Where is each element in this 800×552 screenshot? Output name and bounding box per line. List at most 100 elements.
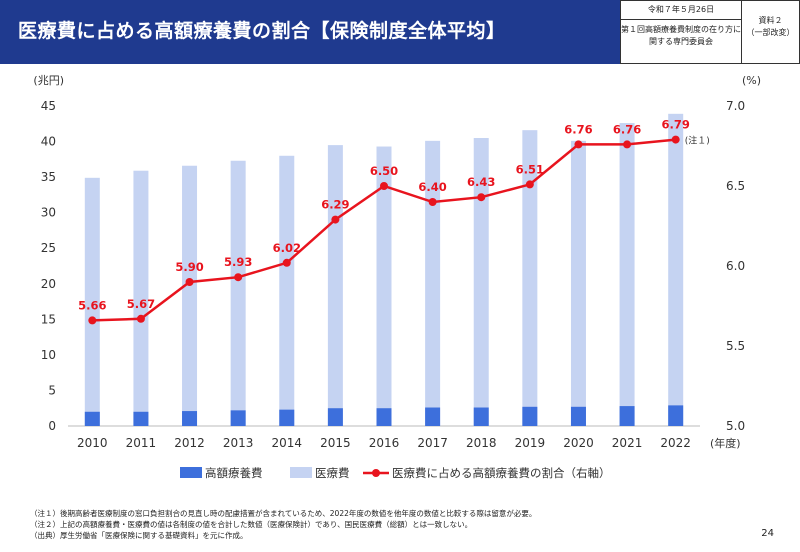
left-tick-label: 45 bbox=[41, 99, 56, 113]
bar-high-cost bbox=[327, 408, 343, 426]
ratio-data-label: 6.51 bbox=[516, 162, 544, 176]
page-number: 24 bbox=[761, 528, 774, 539]
bar-medical-cost bbox=[473, 138, 489, 426]
ratio-point bbox=[234, 273, 243, 282]
x-tick-label: 2019 bbox=[515, 436, 546, 450]
ratio-data-label: 6.79 bbox=[662, 118, 690, 132]
bar-high-cost bbox=[619, 406, 635, 426]
ratio-data-label: 6.29 bbox=[321, 198, 349, 212]
bar-medical-cost bbox=[327, 145, 343, 426]
ratio-point bbox=[671, 135, 680, 144]
ratio-point bbox=[136, 314, 145, 323]
ratio-data-label: 6.43 bbox=[467, 175, 495, 189]
legend-marker-ratio bbox=[372, 469, 380, 477]
bar-medical-cost bbox=[84, 177, 100, 426]
ratio-point bbox=[331, 215, 340, 224]
left-tick-label: 5 bbox=[48, 383, 56, 397]
right-tick-label: 5.5 bbox=[726, 339, 745, 353]
bar-medical-cost bbox=[376, 146, 392, 426]
left-tick-label: 25 bbox=[41, 241, 56, 255]
left-tick-label: 10 bbox=[41, 348, 56, 362]
x-tick-label: 2022 bbox=[660, 436, 691, 450]
meta-box: 令和７年５月26日 第１回高額療養費制度の在り方に関する専門委員会 資料２ （一… bbox=[620, 0, 800, 64]
bar-medical-cost bbox=[279, 155, 295, 426]
legend-swatch-high-cost bbox=[180, 467, 202, 478]
bar-medical-cost bbox=[522, 130, 538, 426]
ratio-data-label: 5.66 bbox=[78, 298, 106, 312]
legend-swatch-medical-cost bbox=[290, 467, 312, 478]
notes: （注１）後期高齢者医療制度の窓口負担割合の見直し時の配慮措置が含まれているため、… bbox=[30, 508, 536, 541]
bar-high-cost bbox=[230, 410, 246, 426]
note-source: （出典）厚生労働省「医療保険に関する基礎資料」を元に作成。 bbox=[30, 531, 248, 540]
x-tick-label: 2012 bbox=[174, 436, 205, 450]
legend-label-high-cost: 高額療養費 bbox=[205, 466, 263, 480]
right-axis-unit: (%) bbox=[742, 74, 761, 87]
bar-medical-cost bbox=[619, 123, 635, 427]
legend-label-medical-cost: 医療費 bbox=[315, 466, 350, 480]
ratio-point bbox=[88, 316, 97, 325]
doc-sub: （一部改変） bbox=[746, 28, 795, 37]
right-tick-label: 7.0 bbox=[726, 99, 745, 113]
header-bar: 医療費に占める高額療養費の割合【保険制度全体平均】 令和７年５月26日 第１回高… bbox=[0, 0, 800, 64]
bar-high-cost bbox=[522, 406, 538, 426]
ratio-point bbox=[185, 278, 194, 286]
bar-high-cost bbox=[668, 405, 684, 426]
ratio-point bbox=[525, 180, 534, 189]
left-tick-label: 15 bbox=[41, 312, 56, 326]
bar-high-cost bbox=[133, 411, 149, 426]
ratio-data-label: 6.50 bbox=[370, 164, 398, 178]
left-tick-label: 35 bbox=[41, 170, 56, 184]
bar-medical-cost bbox=[182, 165, 198, 426]
note-1: （注１）後期高齢者医療制度の窓口負担割合の見直し時の配慮措置が含まれているため、… bbox=[30, 509, 537, 518]
ratio-data-label: 6.76 bbox=[564, 122, 592, 136]
ratio-data-label: 5.93 bbox=[224, 255, 252, 269]
page-title: 医療費に占める高額療養費の割合【保険制度全体平均】 bbox=[18, 20, 506, 42]
meta-right: 資料２ （一部改変） bbox=[742, 0, 800, 64]
doc-label: 資料２ bbox=[758, 16, 783, 25]
legend-label-ratio: 医療費に占める高額療養費の割合（右軸） bbox=[392, 466, 611, 480]
ratio-point bbox=[574, 140, 583, 149]
x-tick-label: 2016 bbox=[369, 436, 400, 450]
x-tick-label: 2020 bbox=[563, 436, 594, 450]
meta-left: 令和７年５月26日 第１回高額療養費制度の在り方に関する専門委員会 bbox=[620, 0, 742, 64]
left-tick-label: 20 bbox=[41, 277, 56, 291]
bar-medical-cost bbox=[133, 170, 149, 426]
x-tick-label: 2017 bbox=[417, 436, 448, 450]
bar-high-cost bbox=[376, 408, 392, 426]
x-tick-label: 2013 bbox=[223, 436, 254, 450]
x-axis-unit: (年度) bbox=[710, 436, 741, 450]
bar-medical-cost bbox=[668, 113, 684, 427]
ratio-data-label: 6.02 bbox=[273, 241, 301, 255]
ratio-data-label: 5.90 bbox=[175, 260, 203, 274]
x-tick-label: 2011 bbox=[126, 436, 157, 450]
x-tick-label: 2014 bbox=[271, 436, 302, 450]
ratio-point bbox=[282, 258, 291, 267]
ratio-point bbox=[477, 193, 486, 202]
x-tick-label: 2010 bbox=[77, 436, 108, 450]
bar-medical-cost bbox=[425, 140, 441, 426]
x-tick-label: 2018 bbox=[466, 436, 497, 450]
right-tick-label: 5.0 bbox=[726, 419, 745, 433]
x-tick-label: 2015 bbox=[320, 436, 351, 450]
note-marker: (注１) bbox=[685, 135, 710, 147]
bar-high-cost bbox=[279, 409, 295, 426]
x-tick-label: 2021 bbox=[612, 436, 643, 450]
ratio-point bbox=[428, 198, 437, 206]
committee-name: 第１回高額療養費制度の在り方に関する専門委員会 bbox=[621, 25, 741, 46]
right-tick-label: 6.0 bbox=[726, 259, 745, 273]
note-2: （注２）上記の高額療養費・医療費の値は各制度の値を合計した数値（医療保険計）であ… bbox=[30, 520, 473, 529]
bar-medical-cost bbox=[230, 160, 246, 426]
bar-high-cost bbox=[473, 407, 489, 426]
bar-high-cost bbox=[425, 407, 441, 426]
ratio-point bbox=[623, 140, 632, 149]
ratio-data-label: 5.67 bbox=[127, 297, 155, 311]
meeting-date: 令和７年５月26日 bbox=[621, 1, 741, 20]
left-tick-label: 0 bbox=[48, 419, 56, 433]
left-axis-unit: (兆円) bbox=[33, 74, 64, 87]
ratio-data-label: 6.76 bbox=[613, 122, 641, 136]
left-tick-label: 30 bbox=[41, 206, 56, 220]
left-tick-label: 40 bbox=[41, 135, 56, 149]
bar-high-cost bbox=[182, 411, 198, 426]
chart: 0 5 10 15 20 25 30 35 40 45 (兆円) 5.0 5.5 6.0 6.5 7.0 (%)… bbox=[33, 74, 761, 480]
bar-high-cost bbox=[570, 406, 586, 426]
